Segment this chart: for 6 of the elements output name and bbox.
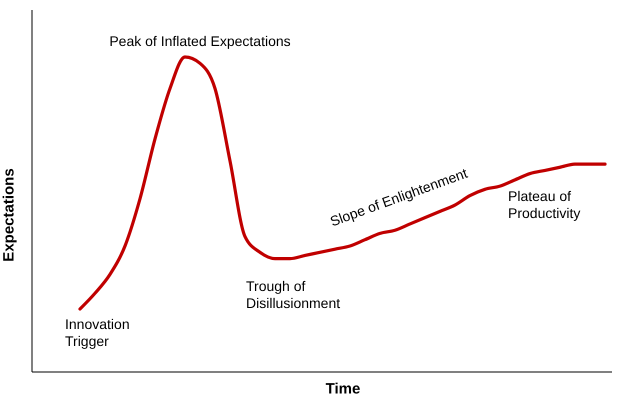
annotation: Innovation Trigger xyxy=(65,316,130,349)
y-axis-title: Expectations xyxy=(0,168,18,262)
annotation: Plateau of Productivity xyxy=(508,188,580,221)
annotation: Trough of Disillusionment xyxy=(246,278,340,311)
x-axis-title: Time xyxy=(326,380,360,398)
text: Peak of Inflated Expectations xyxy=(109,33,291,49)
